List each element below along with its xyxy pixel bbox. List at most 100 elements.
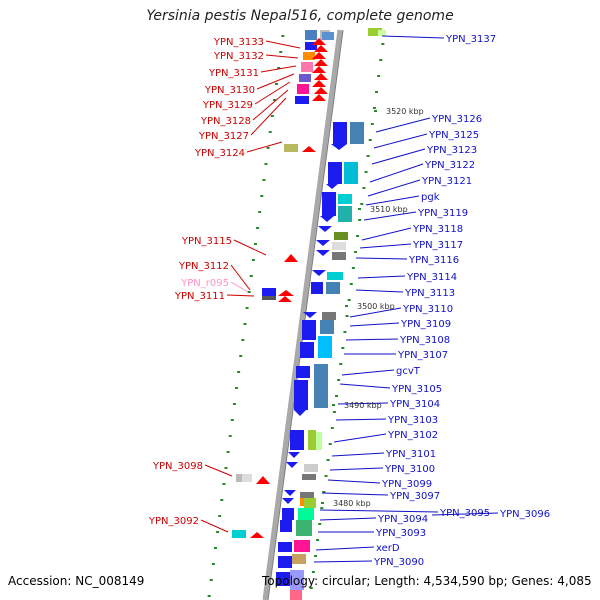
label-leader bbox=[363, 211, 417, 221]
ring-dot bbox=[220, 499, 224, 501]
gene-label-ypn_3119: YPN_3119 bbox=[417, 208, 468, 219]
label-leader bbox=[373, 133, 428, 149]
ring-dot bbox=[335, 395, 339, 397]
label-leader bbox=[327, 479, 381, 484]
label-leader bbox=[254, 81, 291, 105]
gene-feature bbox=[327, 272, 343, 280]
ring-dot bbox=[228, 435, 232, 437]
ring-dot bbox=[341, 347, 345, 349]
tick-mark bbox=[345, 305, 348, 307]
gene-arrow bbox=[284, 490, 296, 496]
gene-feature bbox=[320, 320, 334, 334]
gene-label-ypn_3129: YPN_3129 bbox=[202, 100, 253, 111]
ring-dot bbox=[358, 219, 362, 221]
gene-labels: YPN_3133 YPN_3132 YPN_3131 YPN_3130 YPN_3129… bbox=[148, 34, 550, 568]
gene-arrow bbox=[286, 462, 298, 468]
ring-dot bbox=[370, 123, 374, 125]
gene-feature bbox=[290, 590, 302, 600]
ring-dot bbox=[237, 371, 241, 373]
ring-dot bbox=[377, 75, 381, 77]
gene-label-ypn_3131: YPN_3131 bbox=[208, 68, 259, 79]
tick-mark bbox=[374, 110, 377, 112]
tick-label: 3510 kbp bbox=[370, 205, 408, 214]
gene-label-ypn_3117: YPN_3117 bbox=[412, 240, 463, 251]
gene-arrow bbox=[326, 184, 338, 189]
label-leader bbox=[339, 383, 391, 389]
label-leader bbox=[260, 65, 297, 73]
ring-dot bbox=[309, 587, 313, 589]
tick-label: 3490 kbp bbox=[344, 401, 382, 410]
ring-dot bbox=[372, 107, 376, 109]
ring-dot bbox=[345, 315, 349, 317]
label-leader bbox=[375, 117, 431, 133]
gene-feature bbox=[303, 52, 315, 60]
gene-label-ypn_3124: YPN_3124 bbox=[194, 148, 245, 159]
gene-label-ypn_3130: YPN_3130 bbox=[204, 85, 255, 96]
gene-arrow bbox=[302, 146, 316, 152]
ring-dot bbox=[247, 291, 251, 293]
label-leader bbox=[337, 402, 389, 405]
ring-dot bbox=[224, 467, 228, 469]
gene-arrow bbox=[320, 216, 334, 222]
label-leader bbox=[355, 289, 404, 293]
gene-features bbox=[232, 28, 386, 600]
gene-arrow bbox=[294, 410, 306, 416]
gene-feature bbox=[302, 320, 316, 340]
ring-dot bbox=[360, 203, 364, 205]
ring-dot bbox=[270, 115, 274, 117]
ring-dot bbox=[260, 195, 264, 197]
gene-arrow bbox=[314, 73, 328, 80]
label-leader bbox=[233, 239, 267, 256]
label-leader bbox=[345, 338, 399, 341]
gene-feature bbox=[280, 520, 292, 532]
gene-feature bbox=[299, 74, 311, 82]
gene-feature bbox=[301, 62, 313, 72]
ring-dot bbox=[281, 35, 285, 37]
gene-label-ypn_3095: YPN_3095 bbox=[439, 508, 490, 519]
ring-dot bbox=[275, 83, 279, 85]
gene-feature bbox=[302, 474, 316, 480]
gene-label-ypn_3116: YPN_3116 bbox=[408, 255, 459, 266]
gene-feature bbox=[297, 84, 309, 94]
ring-dot bbox=[277, 67, 281, 69]
gene-label-ypn_3112: YPN_3112 bbox=[178, 261, 229, 272]
gene-arrow bbox=[312, 80, 326, 87]
gene-feature bbox=[338, 194, 352, 204]
ring-dot bbox=[318, 523, 322, 525]
label-leader bbox=[335, 418, 387, 421]
ring-dot bbox=[356, 235, 360, 237]
ring-dot bbox=[211, 563, 215, 565]
gene-feature bbox=[242, 474, 252, 482]
tick-mark bbox=[358, 208, 361, 210]
gene-feature bbox=[314, 364, 328, 408]
label-leader bbox=[313, 560, 373, 563]
gene-label-ypn_3104: YPN_3104 bbox=[389, 399, 440, 410]
label-leader bbox=[319, 509, 439, 513]
gene-feature bbox=[318, 336, 332, 358]
label-leader bbox=[246, 141, 283, 153]
ring-dot bbox=[347, 299, 351, 301]
ring-dot bbox=[364, 171, 368, 173]
ring-dot bbox=[226, 451, 230, 453]
gene-label-ypn_3101: YPN_3101 bbox=[385, 449, 436, 460]
gene-arrow bbox=[278, 296, 292, 302]
label-leader bbox=[381, 35, 445, 39]
gene-feature bbox=[300, 342, 314, 358]
gene-feature bbox=[294, 380, 308, 410]
label-leader bbox=[431, 512, 499, 516]
gene-feature bbox=[282, 508, 294, 520]
gene-feature bbox=[344, 162, 358, 184]
ring-dot bbox=[207, 595, 211, 597]
gene-label-ypn_3127: YPN_3127 bbox=[198, 131, 249, 142]
gene-feature bbox=[332, 252, 346, 260]
ring-dot bbox=[279, 51, 283, 53]
gene-label-ypn_3093: YPN_3093 bbox=[375, 528, 426, 539]
outer-ring-dots bbox=[207, 35, 385, 597]
gene-feature bbox=[322, 312, 336, 320]
gene-feature bbox=[262, 288, 276, 296]
label-leader bbox=[265, 54, 299, 59]
ring-dot bbox=[366, 155, 370, 157]
ring-dot bbox=[339, 363, 343, 365]
gene-feature bbox=[334, 232, 348, 240]
